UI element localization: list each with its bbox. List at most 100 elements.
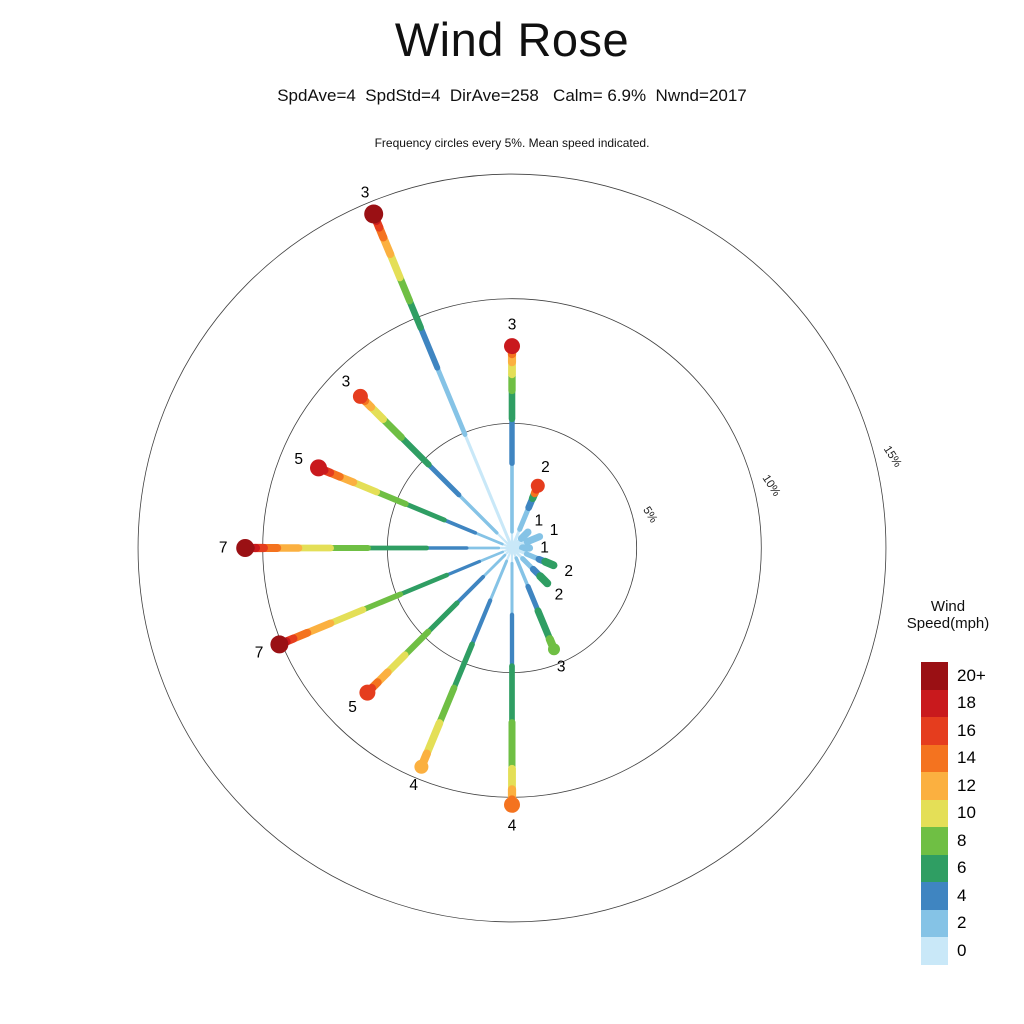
spoke-tip (548, 643, 560, 656)
spoke-mean-label: 2 (555, 586, 564, 603)
spoke-WNW: 5 (294, 451, 514, 550)
spoke-tip (270, 635, 289, 654)
spoke-mean-label: 1 (534, 513, 543, 530)
spoke-tip (414, 759, 429, 774)
spoke-NW: 3 (342, 373, 514, 550)
spoke-segment (451, 641, 475, 691)
spoke-segment (442, 518, 478, 535)
legend-row: 4 (921, 882, 1008, 910)
spoke-tip (236, 539, 255, 557)
ring-label-10pct: 10% (760, 473, 783, 499)
spoke-segment (396, 273, 414, 305)
legend-entry-label: 18 (957, 693, 976, 713)
legend-entries: 20+ 18 16 14 12 10 8 6 4 2 0 (888, 662, 1008, 965)
legend-row: 10 (921, 799, 1008, 827)
legend-row: 12 (921, 772, 1008, 800)
legend-entry-label: 16 (957, 720, 976, 740)
spoke-segment (463, 432, 514, 550)
spoke-S: 4 (504, 546, 520, 834)
spoke-mean-label: 4 (409, 777, 418, 794)
ring-label-15pct: 15% (881, 444, 904, 470)
legend-color-chip (921, 662, 948, 690)
spoke-segment (457, 493, 499, 535)
spoke-NNW: 3 (361, 185, 514, 550)
ring-label-5pct: 5% (640, 505, 659, 525)
legend-entry-label: 20+ (957, 665, 986, 685)
legend-row: 16 (921, 717, 1008, 745)
spoke-mean-label: 2 (541, 459, 550, 476)
spoke-segment (445, 559, 482, 577)
legend-row: 0 (921, 937, 1008, 965)
spoke-tip (543, 579, 551, 587)
spoke-WSW: 7 (255, 546, 514, 661)
legend-row: 18 (921, 689, 1008, 717)
legend-entry-label: 2 (957, 913, 967, 933)
legend-row: 20+ (921, 662, 1008, 690)
spoke-mean-label: 3 (342, 373, 351, 390)
spoke-segment (488, 559, 509, 602)
spoke-tip (310, 459, 327, 477)
spoke-mean-label: 3 (557, 658, 566, 675)
spoke-segment (373, 488, 409, 507)
chart-title: Wind Rose (394, 13, 630, 66)
spoke-segment (426, 462, 462, 498)
spoke-mean-label: 1 (540, 540, 549, 557)
spoke-segment (327, 606, 367, 627)
spoke-segment (473, 531, 504, 546)
spoke-mean-label: 1 (550, 522, 559, 539)
legend-color-chip (921, 937, 948, 965)
spoke-tip (537, 534, 543, 540)
spoke-mean-label: 5 (294, 451, 303, 468)
legend-color-chip (921, 744, 948, 772)
spoke-segment (425, 600, 460, 635)
spoke-segment (386, 250, 404, 282)
legend-entry-label: 10 (957, 803, 976, 823)
spoke-SE: 2 (510, 546, 564, 603)
chart-caption: Frequency circles every 5%. Mean speed i… (374, 136, 650, 150)
legend-entry-label: 12 (957, 775, 976, 795)
legend-row: 8 (921, 827, 1008, 855)
legend-entry-label: 14 (957, 748, 976, 768)
legend-color-chip (921, 909, 948, 937)
legend-color-chip (921, 717, 948, 745)
wind-speed-legend: Wind Speed(mph) 20+ 18 16 14 12 10 8 6 4 2 0 (888, 598, 1008, 965)
spoke-segment (469, 598, 493, 647)
spoke-tip (352, 388, 368, 404)
legend-entry-label: 8 (957, 830, 967, 850)
legend-color-chip (921, 772, 948, 800)
frequency-ring-15pct (137, 173, 887, 923)
spoke-segment (403, 501, 447, 523)
spoke-segment (417, 324, 441, 371)
spoke-segment (434, 365, 468, 437)
spoke-NNE: 2 (510, 459, 550, 550)
spoke-segment (303, 619, 335, 637)
legend-entry-label: 4 (957, 885, 967, 905)
spoke-tip (530, 478, 545, 493)
spoke-segment (384, 651, 409, 676)
legend-color-chip (921, 689, 948, 717)
spoke-W: 7 (219, 539, 514, 557)
spoke-mean-label: 2 (564, 563, 573, 580)
legend-color-chip (921, 827, 948, 855)
spoke-tip (504, 338, 520, 355)
spoke-mean-label: 7 (255, 644, 264, 661)
spoke-mean-label: 3 (508, 317, 517, 334)
spoke-tip (525, 529, 531, 535)
spoke-segment (436, 684, 458, 727)
legend-row: 2 (921, 909, 1008, 937)
spoke-tip (527, 546, 532, 550)
spoke-tip (364, 204, 384, 224)
legend-row: 14 (921, 744, 1008, 772)
spoke-segment (398, 572, 450, 597)
legend-title: Wind Speed(mph) (906, 598, 990, 632)
spoke-tip (550, 561, 557, 569)
spoke-segment (517, 505, 532, 532)
spoke-SSW: 4 (409, 546, 514, 794)
spoke-SSE: 3 (510, 546, 566, 675)
legend-entry-label: 6 (957, 858, 967, 878)
legend-color-chip (921, 799, 948, 827)
legend-color-chip (921, 882, 948, 910)
spoke-N: 3 (504, 317, 520, 550)
